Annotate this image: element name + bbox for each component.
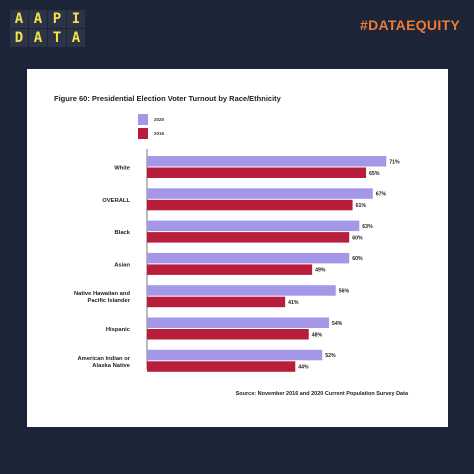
bar-2016-6 — [147, 361, 296, 372]
chart-card: Figure 60: Presidential Election Voter T… — [27, 69, 448, 427]
source-note: Source: November 2016 and 2020 Current P… — [235, 391, 408, 397]
hashtag-label: #DATAEQUITY — [359, 17, 460, 33]
data-label: 44% — [298, 365, 309, 371]
logo-letter: I — [67, 10, 85, 28]
data-label: 60% — [352, 235, 363, 241]
bar-2020-0 — [147, 156, 387, 167]
legend-label-2020: 2020 — [154, 116, 165, 122]
bar-2016-2 — [147, 232, 350, 243]
chart-legend: 2020 2016 — [138, 113, 164, 141]
bar-2020-4 — [147, 285, 336, 296]
logo-letter: T — [48, 29, 66, 47]
bar-2016-3 — [147, 264, 313, 275]
bar-chart: 71% 65% White 67% 61% OVERALL 63% 60% Black 60% 49… — [74, 149, 400, 372]
legend-swatch-2020 — [138, 113, 148, 125]
bar-2016-5 — [147, 329, 309, 340]
legend-item-2020: 2020 — [138, 113, 164, 125]
figure-title: Figure 60: Presidential Election Voter T… — [54, 94, 281, 103]
data-label: 71% — [389, 159, 400, 165]
logo-letter: A — [29, 10, 47, 28]
logo-letter: P — [48, 10, 66, 28]
legend-swatch-2016 — [138, 127, 148, 139]
data-label: 54% — [332, 321, 343, 327]
legend-label-2016: 2016 — [154, 130, 165, 136]
logo-letter: A — [10, 10, 28, 28]
logo-letter: A — [67, 29, 85, 47]
category-label: Asian — [114, 262, 130, 268]
data-label: 52% — [325, 353, 336, 359]
data-label: 56% — [339, 288, 350, 294]
logo-letter: D — [10, 29, 28, 47]
bar-2020-6 — [147, 349, 323, 361]
category-label: OVERALL — [102, 198, 130, 204]
data-label: 41% — [288, 300, 299, 306]
category-label: Alaska Native — [92, 363, 130, 369]
data-label: 63% — [362, 224, 373, 230]
bar-2020-5 — [147, 317, 329, 328]
data-label: 65% — [369, 171, 380, 177]
bar-2016-0 — [147, 167, 367, 178]
bar-2020-1 — [147, 188, 373, 199]
category-label: Black — [115, 230, 131, 236]
data-label: 48% — [312, 332, 323, 338]
logo-letter: A — [29, 29, 47, 47]
category-label: Pacific Islander — [87, 298, 130, 304]
data-label: 49% — [315, 268, 326, 274]
bar-2016-1 — [147, 199, 353, 211]
bar-2020-3 — [147, 252, 350, 264]
data-label: 61% — [356, 203, 367, 209]
legend-item-2016: 2016 — [138, 127, 164, 139]
data-label: 67% — [376, 192, 387, 198]
category-label: Native Hawaiian and — [74, 291, 131, 297]
category-label: White — [114, 166, 131, 172]
bar-2016-4 — [147, 296, 286, 308]
data-label: 60% — [352, 256, 363, 262]
bar-2020-2 — [147, 220, 360, 232]
category-label: Hispanic — [106, 327, 131, 333]
category-label: American Indian or — [77, 356, 130, 362]
